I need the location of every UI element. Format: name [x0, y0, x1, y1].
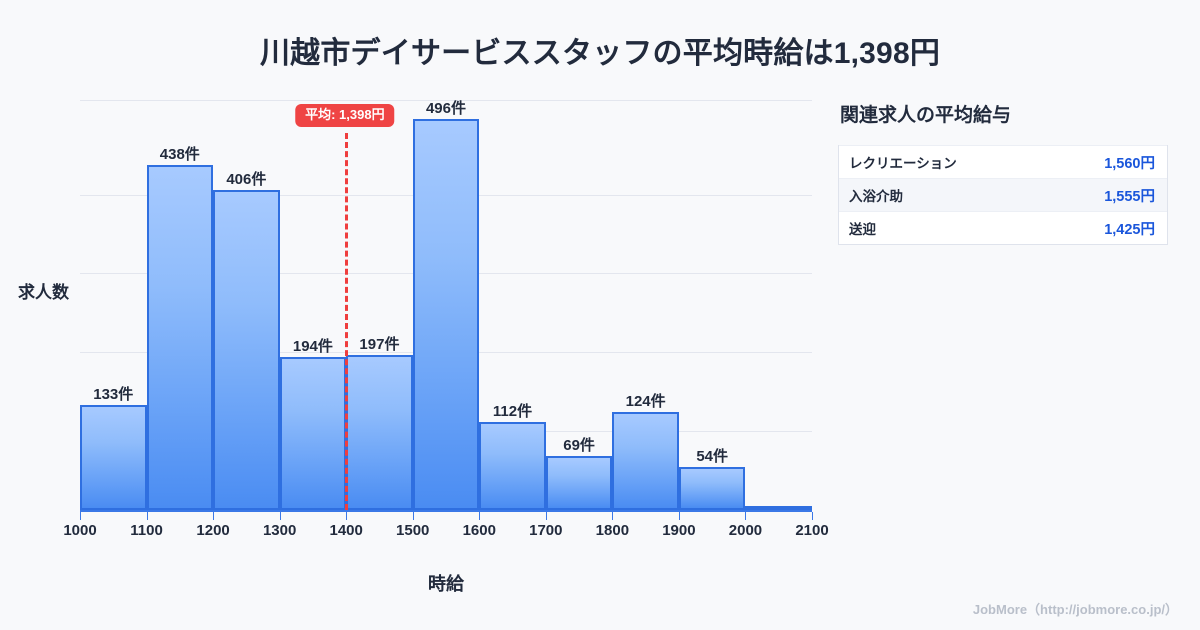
row-value: 1,425円 — [1104, 221, 1155, 238]
bar[interactable] — [678, 467, 746, 510]
x-tick — [80, 512, 81, 520]
bar-value-label: 496件 — [425, 99, 466, 117]
x-tick — [279, 512, 281, 520]
table-row[interactable]: 送迎 1,425円 — [839, 211, 1167, 244]
footer-credit: JobMore（http://jobmore.co.jp/） — [972, 602, 1178, 617]
bar-value-label: 54件 — [696, 448, 729, 466]
bar-value-label: 112件 — [492, 402, 533, 420]
bar[interactable] — [412, 118, 480, 510]
x-tick-label: 1600 — [462, 522, 496, 539]
x-tick-label: 1000 — [63, 522, 97, 539]
x-tick — [412, 512, 414, 520]
x-tick-label: 1400 — [329, 522, 363, 539]
x-tick — [146, 512, 148, 520]
x-tick — [678, 512, 680, 520]
x-tick — [812, 512, 813, 520]
table-row[interactable]: レクリエーション 1,560円 — [839, 145, 1167, 178]
bar-value-label: 406件 — [226, 170, 267, 188]
x-tick — [745, 512, 747, 520]
x-axis-title: 時給 — [428, 574, 464, 594]
average-line — [344, 133, 348, 510]
bar[interactable] — [346, 354, 413, 510]
bar[interactable] — [545, 455, 613, 510]
bar[interactable] — [279, 357, 347, 510]
bar[interactable] — [213, 189, 280, 510]
x-tick — [346, 512, 348, 520]
plot-area — [80, 100, 812, 510]
bar-value-label: 197件 — [359, 335, 400, 353]
bar-value-label: 438件 — [159, 145, 200, 163]
bar[interactable] — [745, 506, 812, 510]
x-tick-label: 1500 — [396, 522, 430, 539]
related-jobs-table: レクリエーション 1,560円入浴介助 1,555円送迎 1,425円 — [838, 145, 1168, 245]
bar-value-label: 133件 — [93, 386, 134, 404]
x-tick — [545, 512, 547, 520]
row-value: 1,555円 — [1104, 188, 1155, 205]
x-tick-label: 1700 — [529, 522, 563, 539]
x-tick — [213, 512, 215, 520]
x-tick-label: 1300 — [262, 522, 297, 539]
x-tick — [479, 512, 481, 520]
row-label: 送迎 — [849, 222, 876, 237]
x-tick — [612, 512, 614, 520]
table-row[interactable]: 入浴介助 1,555円 — [839, 178, 1167, 211]
y-axis-title: 求人数 — [18, 283, 69, 302]
x-tick-label: 2100 — [795, 522, 829, 539]
page-title: 川越市デイサービススタッフの平均時給は1,398円 — [259, 37, 941, 70]
average-badge: 平均: 1,398円 — [295, 104, 395, 128]
row-label: 入浴介助 — [849, 189, 903, 204]
sidebar-title: 関連求人の平均給与 — [840, 105, 1012, 126]
related-jobs-panel: 関連求人の平均給与 レクリエーション 1,560円入浴介助 1,555円送迎 1,42… — [838, 100, 1168, 245]
x-tick-label: 1900 — [662, 522, 696, 539]
bar[interactable] — [146, 164, 214, 510]
x-tick-label: 1200 — [196, 522, 230, 539]
bar[interactable] — [80, 405, 147, 510]
row-label: レクリエーション — [849, 156, 957, 171]
x-axis-line — [80, 510, 812, 512]
x-tick-label: 1800 — [595, 522, 630, 539]
x-tick-label: 1100 — [130, 522, 163, 539]
bar[interactable] — [612, 412, 679, 510]
row-value: 1,560円 — [1104, 155, 1155, 172]
bar-value-label: 69件 — [563, 436, 595, 454]
x-tick-label: 2000 — [728, 522, 763, 539]
bar-value-label: 194件 — [292, 338, 333, 356]
gridline-0 — [80, 100, 812, 101]
bar-value-label: 124件 — [625, 393, 666, 411]
histogram-chart: 1000 1100 1200 1300 1400 1500 1600 1700 1800 1900… — [18, 99, 829, 594]
bar[interactable] — [479, 421, 546, 510]
